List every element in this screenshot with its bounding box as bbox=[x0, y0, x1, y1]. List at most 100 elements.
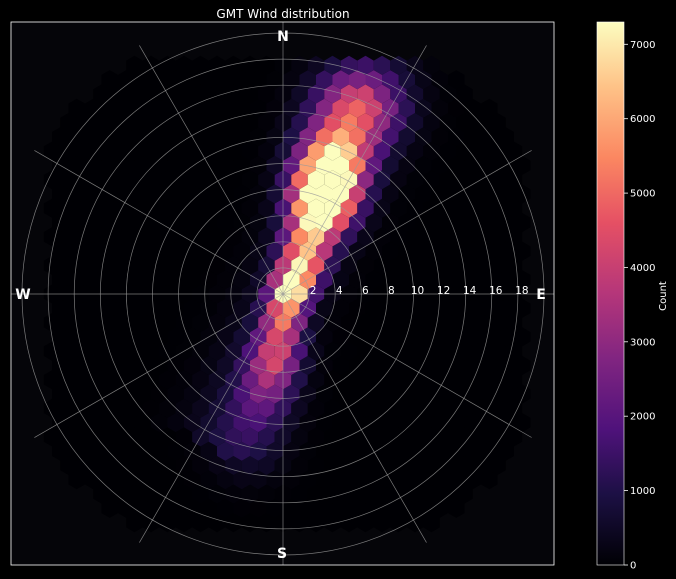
hexbin-cell bbox=[134, 413, 151, 433]
hexbin-cell bbox=[134, 498, 151, 518]
hexbin-cell bbox=[340, 427, 358, 447]
hexbin-cell bbox=[390, 198, 407, 218]
hexbin-cell bbox=[258, 398, 275, 418]
hexbin-cell bbox=[349, 355, 366, 375]
hexbin-cell bbox=[349, 70, 366, 90]
hexbin-cell bbox=[406, 141, 424, 161]
hexbin-cell bbox=[217, 498, 234, 518]
hexbin-cell bbox=[68, 213, 85, 233]
hexbin-cell bbox=[431, 127, 448, 147]
hexbin-cell bbox=[489, 398, 506, 418]
hexbin-cell bbox=[299, 184, 316, 204]
hexbin-cell bbox=[423, 456, 440, 475]
hexbin-cell bbox=[349, 184, 366, 204]
hexbin-cell bbox=[439, 370, 457, 390]
hexbin-cell bbox=[233, 498, 250, 518]
hexbin-cell bbox=[192, 484, 209, 504]
hexbin-cell bbox=[142, 255, 160, 275]
hexbin-cell bbox=[283, 470, 300, 490]
hexbin-cell bbox=[225, 84, 242, 104]
hexbin-cell bbox=[316, 384, 333, 404]
hexbin-cell bbox=[472, 113, 490, 132]
hexbin-cell bbox=[258, 427, 275, 447]
hexbin-cell bbox=[167, 327, 184, 347]
hexbin-cell bbox=[142, 227, 160, 247]
hexbin-cell bbox=[365, 413, 382, 433]
hexbin-cell bbox=[283, 413, 300, 433]
hexbin-cell bbox=[134, 270, 151, 290]
hexbin-cell bbox=[439, 484, 457, 504]
hexbin-cell bbox=[349, 127, 366, 147]
hexbin-cell bbox=[109, 227, 127, 247]
hexbin-cell bbox=[233, 184, 250, 204]
hexbin-cell bbox=[291, 55, 308, 75]
hexbin-cell bbox=[151, 441, 168, 461]
hexbin-cell bbox=[233, 327, 250, 347]
hexbin-cell bbox=[250, 384, 267, 404]
hexbin-cell bbox=[316, 413, 333, 433]
hexbin-cell bbox=[283, 213, 300, 233]
hexbin-cell bbox=[464, 355, 481, 375]
hexbin-cell bbox=[439, 341, 457, 361]
hexbin-cell bbox=[68, 441, 85, 461]
hexbin-cell bbox=[439, 255, 457, 275]
colorbar-tick-label: 0 bbox=[630, 561, 636, 572]
hexbin-cell bbox=[481, 241, 498, 261]
hexbin-cell bbox=[456, 427, 473, 447]
compass-north: N bbox=[277, 29, 289, 45]
hexbin-cell bbox=[324, 427, 341, 447]
hexbin-cell bbox=[192, 255, 209, 275]
hexbin-cell bbox=[68, 127, 85, 147]
radial-tick-label: 8 bbox=[388, 285, 395, 297]
hexbin-cell bbox=[481, 355, 498, 375]
hexbin-cell bbox=[365, 498, 382, 518]
hexbin-cell bbox=[192, 313, 209, 333]
hexbin-cell bbox=[258, 84, 275, 104]
hexbin-cell bbox=[340, 456, 358, 475]
hexbin-cell bbox=[283, 355, 300, 375]
hexbin-layer bbox=[43, 55, 531, 533]
grid-spoke bbox=[282, 293, 427, 543]
hexbin-cell bbox=[241, 198, 259, 218]
hexbin-cell bbox=[291, 456, 308, 475]
hexbin-cell bbox=[464, 127, 481, 147]
hexbin-cell bbox=[258, 113, 275, 132]
hexbin-cell bbox=[357, 398, 374, 418]
hexbin-cell bbox=[464, 413, 481, 433]
hexbin-cell bbox=[76, 198, 94, 218]
hexbin-cell bbox=[126, 484, 143, 504]
hexbin-cell bbox=[43, 255, 61, 275]
hexbin-cell bbox=[101, 98, 118, 118]
hexbin-cell bbox=[258, 227, 275, 247]
hexbin-cell bbox=[250, 184, 267, 204]
hexbin-cell bbox=[398, 155, 415, 175]
hexbin-cell bbox=[382, 298, 399, 318]
hexbin-cell bbox=[423, 484, 440, 504]
hexbin-cell bbox=[60, 456, 77, 475]
hexbin-cell bbox=[398, 270, 415, 290]
hexbin-cell bbox=[184, 355, 201, 375]
hexbin-cell bbox=[332, 127, 349, 147]
hexbin-cell bbox=[505, 427, 523, 447]
hexbin-cell bbox=[406, 84, 424, 104]
hexbin-cell bbox=[134, 70, 151, 90]
hexbin-cell bbox=[291, 170, 308, 190]
hexbin-cell bbox=[307, 427, 325, 447]
hexbin-cell bbox=[489, 227, 506, 247]
hexbin-cell bbox=[406, 113, 424, 132]
hexbin-cell bbox=[101, 441, 118, 461]
hexbin-cell bbox=[489, 255, 506, 275]
hexbin-cell bbox=[175, 398, 193, 418]
hexbin-cell bbox=[266, 327, 283, 347]
hexbin-cell bbox=[439, 398, 457, 418]
hexbin-cell bbox=[175, 313, 193, 333]
hexbin-cell bbox=[291, 84, 308, 104]
hexbin-cell bbox=[464, 270, 481, 290]
hexbin-cell bbox=[68, 98, 85, 118]
hexbin-cell bbox=[439, 198, 457, 218]
hexbin-cell bbox=[497, 241, 514, 261]
hexbin-cell bbox=[357, 341, 374, 361]
hexbin-cell bbox=[126, 427, 143, 447]
hexbin-cell bbox=[472, 370, 490, 390]
hexbin-cell bbox=[266, 384, 283, 404]
